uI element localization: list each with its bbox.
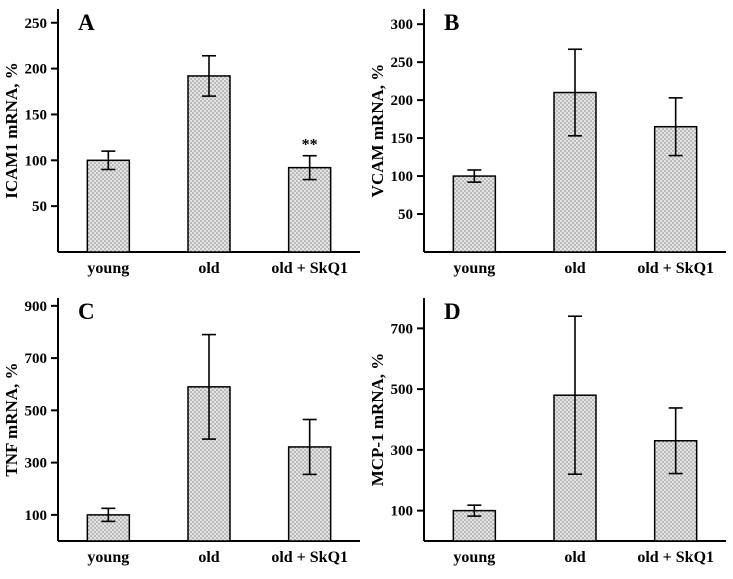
y-tick-label: 50 (32, 199, 47, 215)
y-tick-label: 100 (391, 504, 414, 520)
y-tick-label: 100 (25, 153, 48, 169)
y-axis-label: TNF mRNA, % (2, 362, 21, 476)
panel-letter: A (78, 10, 95, 35)
bar (86, 159, 131, 253)
panel-letter: D (444, 299, 461, 324)
y-tick-label: 700 (391, 321, 414, 337)
panel-c: 100 300 500 700 900 TNF mRNA, % young old old + … (0, 289, 366, 579)
y-tick-label: 200 (391, 93, 414, 109)
y-axis-label: ICAM1 mRNA, % (2, 62, 21, 198)
x-category-label: young (87, 549, 129, 566)
bar (287, 166, 332, 253)
y-tick-label: 200 (25, 62, 48, 78)
panel-a: 50 100 150 200 250 ICAM1 mRNA, % young old old +… (0, 0, 366, 289)
x-category-label: young (453, 260, 495, 277)
y-tick-label: 300 (25, 456, 48, 472)
y-tick-label: 100 (391, 169, 414, 185)
x-category-label: young (87, 260, 129, 277)
x-category-label: old (198, 260, 219, 277)
bar (187, 75, 231, 253)
chart-panel-b: 50 100 150 200 250 300 VCAM mRNA, % young old old… (368, 9, 726, 277)
y-tick-label: 500 (25, 403, 48, 419)
y-tick-label: 50 (398, 207, 413, 223)
y-tick-label: 700 (25, 351, 48, 367)
x-category-label: old (198, 549, 219, 566)
x-category-label: old (564, 549, 585, 566)
x-category-label: old + SkQ1 (271, 549, 348, 566)
y-tick-label: 250 (391, 55, 414, 71)
y-axis-label: VCAM mRNA, % (368, 64, 387, 198)
significance-marker: ** (302, 137, 318, 154)
y-tick-label: 250 (25, 16, 48, 32)
y-tick-label: 300 (391, 17, 414, 33)
y-tick-label: 500 (391, 382, 414, 398)
x-category-label: old + SkQ1 (271, 260, 348, 277)
y-tick-label: 100 (25, 508, 48, 524)
x-category-label: young (453, 549, 495, 566)
y-tick-label: 150 (391, 131, 414, 147)
x-category-label: old + SkQ1 (637, 549, 714, 566)
bar (452, 175, 497, 253)
chart-panel-c: 100 300 500 700 900 TNF mRNA, % young old old + … (2, 298, 360, 566)
x-category-label: old (564, 260, 585, 277)
chart-panel-a: 50 100 150 200 250 ICAM1 mRNA, % young old old +… (2, 9, 360, 277)
y-axis-label: MCP-1 mRNA, % (368, 353, 387, 487)
y-tick-label: 150 (25, 107, 48, 123)
panel-letter: C (78, 299, 95, 324)
y-tick-label: 900 (25, 299, 48, 315)
y-tick-label: 300 (391, 443, 414, 459)
panel-d: 100 300 500 700 MCP-1 mRNA, % young old old + S… (366, 289, 733, 579)
panel-letter: B (444, 10, 459, 35)
x-category-label: old + SkQ1 (637, 260, 714, 277)
panel-b: 50 100 150 200 250 300 VCAM mRNA, % young old old… (366, 0, 733, 289)
